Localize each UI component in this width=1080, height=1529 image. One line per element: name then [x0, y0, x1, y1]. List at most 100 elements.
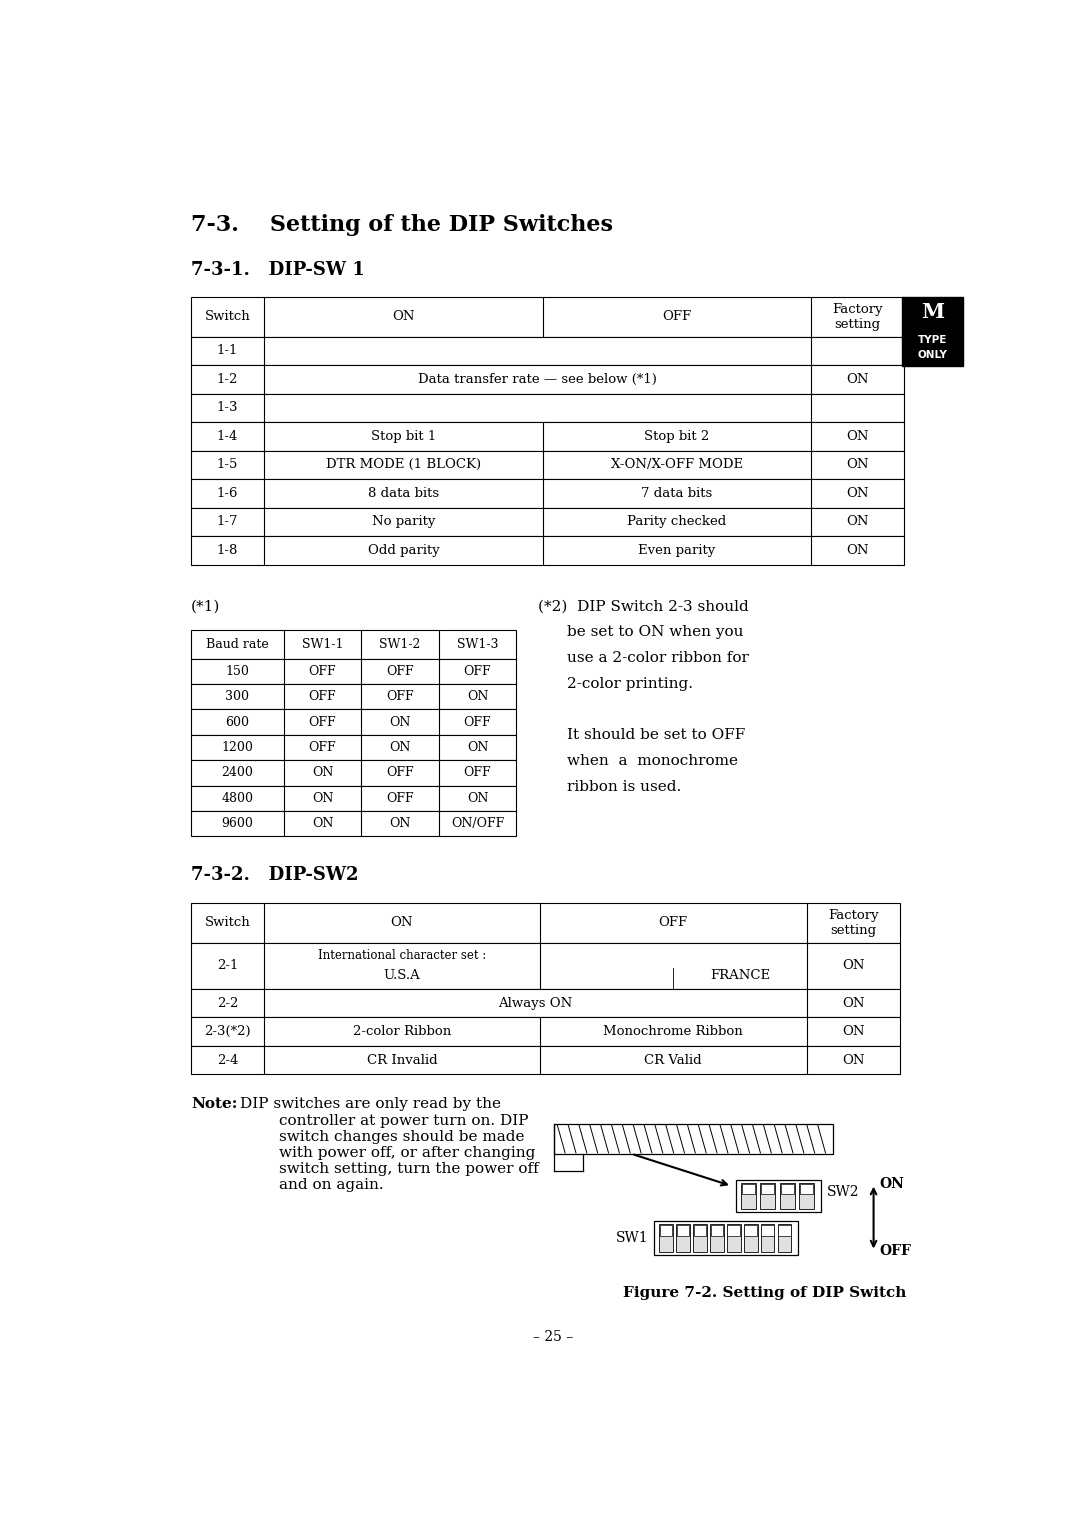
- Bar: [191, 479, 904, 508]
- Bar: [191, 683, 516, 709]
- Bar: [727, 1223, 741, 1252]
- Text: ON: ON: [842, 959, 865, 972]
- Bar: [191, 537, 904, 564]
- Text: ON: ON: [846, 486, 868, 500]
- Bar: [191, 735, 516, 760]
- Bar: [191, 393, 904, 422]
- Text: ON: ON: [846, 459, 868, 471]
- Text: 7-3-2.   DIP-SW2: 7-3-2. DIP-SW2: [191, 865, 359, 884]
- Bar: [191, 1046, 900, 1075]
- Bar: [761, 1183, 774, 1194]
- Text: ON: ON: [467, 792, 488, 804]
- Bar: [191, 365, 904, 393]
- Text: ON: ON: [842, 1024, 865, 1038]
- Text: Parity checked: Parity checked: [627, 515, 727, 529]
- Text: OFF: OFF: [463, 766, 491, 780]
- Text: 1-5: 1-5: [217, 459, 239, 471]
- Text: ON: ON: [390, 716, 410, 729]
- Text: OFF: OFF: [309, 742, 336, 754]
- Text: 1-1: 1-1: [217, 344, 239, 358]
- Text: Factory
setting: Factory setting: [828, 908, 879, 937]
- Bar: [554, 1124, 833, 1154]
- Text: 7 data bits: 7 data bits: [642, 486, 713, 500]
- Bar: [760, 1223, 774, 1252]
- Text: OFF: OFF: [309, 665, 336, 677]
- Bar: [654, 1220, 798, 1255]
- Text: 1-8: 1-8: [217, 544, 239, 557]
- Text: ON: ON: [312, 816, 334, 830]
- Text: 1-6: 1-6: [217, 486, 239, 500]
- Text: 4800: 4800: [221, 792, 254, 804]
- Bar: [710, 1223, 724, 1252]
- Bar: [191, 709, 516, 735]
- Text: ON: ON: [393, 310, 415, 323]
- Bar: [902, 297, 962, 365]
- Text: FRANCE: FRANCE: [710, 969, 770, 983]
- Text: DTR MODE (1 BLOCK): DTR MODE (1 BLOCK): [326, 459, 482, 471]
- Bar: [191, 336, 904, 365]
- Bar: [741, 1183, 756, 1209]
- Text: Baud rate: Baud rate: [206, 638, 269, 651]
- Bar: [191, 297, 904, 336]
- Bar: [781, 1183, 794, 1194]
- Bar: [191, 786, 516, 810]
- Text: SW1-1: SW1-1: [301, 638, 343, 651]
- Text: SW1-3: SW1-3: [457, 638, 498, 651]
- Bar: [659, 1223, 673, 1252]
- Bar: [191, 451, 904, 479]
- Text: 150: 150: [226, 665, 249, 677]
- Bar: [728, 1225, 740, 1237]
- Bar: [779, 1225, 791, 1237]
- Text: Data transfer rate — see below (*1): Data transfer rate — see below (*1): [418, 373, 657, 385]
- Text: ON/OFF: ON/OFF: [451, 816, 504, 830]
- Bar: [660, 1225, 672, 1237]
- Text: X-ON/X-OFF MODE: X-ON/X-OFF MODE: [611, 459, 743, 471]
- Text: Factory
setting: Factory setting: [832, 303, 882, 330]
- Bar: [191, 943, 900, 989]
- Text: when  a  monochrome: when a monochrome: [567, 754, 739, 768]
- Text: OFF: OFF: [879, 1245, 910, 1258]
- Text: use a 2-color ribbon for: use a 2-color ribbon for: [567, 651, 750, 665]
- Text: Note:: Note:: [191, 1098, 238, 1112]
- Bar: [800, 1183, 813, 1194]
- Text: Stop bit 2: Stop bit 2: [645, 430, 710, 443]
- Text: ON: ON: [846, 544, 868, 557]
- Text: OFF: OFF: [662, 310, 691, 323]
- Text: TYPE: TYPE: [918, 335, 947, 346]
- Bar: [191, 659, 516, 683]
- Text: 2400: 2400: [221, 766, 253, 780]
- Text: SW2: SW2: [827, 1185, 860, 1199]
- Text: Always ON: Always ON: [499, 997, 572, 1009]
- Text: No parity: No parity: [373, 515, 435, 529]
- Text: ON: ON: [312, 792, 334, 804]
- Bar: [191, 1017, 900, 1046]
- Text: Stop bit 1: Stop bit 1: [372, 430, 436, 443]
- Text: Switch: Switch: [205, 916, 251, 930]
- Bar: [780, 1183, 795, 1209]
- Text: It should be set to OFF: It should be set to OFF: [567, 728, 745, 742]
- Bar: [761, 1225, 773, 1237]
- Text: 600: 600: [226, 716, 249, 729]
- Text: 2-color Ribbon: 2-color Ribbon: [353, 1024, 451, 1038]
- Text: ON: ON: [846, 515, 868, 529]
- Bar: [191, 810, 516, 836]
- Bar: [711, 1225, 723, 1237]
- Text: OFF: OFF: [387, 665, 414, 677]
- Text: 2-2: 2-2: [217, 997, 239, 1009]
- Text: 1200: 1200: [221, 742, 253, 754]
- Text: U.S.A: U.S.A: [383, 969, 420, 983]
- Text: OFF: OFF: [309, 716, 336, 729]
- Text: 1-4: 1-4: [217, 430, 239, 443]
- Text: ON: ON: [842, 997, 865, 1009]
- Bar: [676, 1223, 690, 1252]
- Text: ONLY: ONLY: [918, 350, 947, 361]
- Text: ON: ON: [467, 690, 488, 703]
- Text: ON: ON: [390, 816, 410, 830]
- Bar: [744, 1225, 757, 1237]
- Text: Odd parity: Odd parity: [368, 544, 440, 557]
- Text: ribbon is used.: ribbon is used.: [567, 780, 681, 794]
- Text: ON: ON: [846, 373, 868, 385]
- Text: 2-3(*2): 2-3(*2): [204, 1024, 251, 1038]
- Text: ON: ON: [467, 742, 488, 754]
- Text: 300: 300: [226, 690, 249, 703]
